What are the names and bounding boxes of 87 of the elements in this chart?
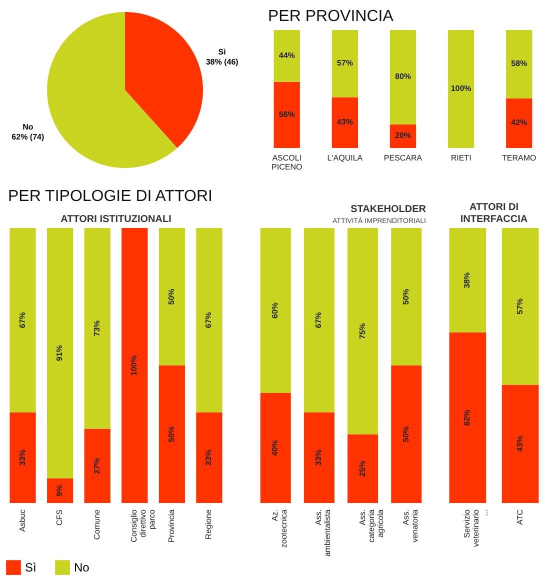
data-label: 9% <box>55 484 64 496</box>
x-tick-label: Servizio veterinario ... <box>462 508 490 547</box>
data-label: 67% <box>204 312 214 328</box>
data-label: 43% <box>515 436 524 452</box>
bar <box>84 428 110 503</box>
data-label: 40% <box>270 440 280 456</box>
data-label: 43% <box>336 118 353 127</box>
bar <box>274 30 300 82</box>
data-label: 56% <box>278 110 295 119</box>
x-tick-label: Ass. categoria agricola <box>358 508 385 542</box>
data-label: 100% <box>130 355 139 376</box>
bar <box>332 30 358 98</box>
bar <box>84 228 110 429</box>
x-tick-label: ASCOLI PICENO <box>272 154 302 172</box>
data-label: 33% <box>18 450 27 466</box>
x-tick-label: Comune <box>92 508 102 540</box>
bar <box>122 228 148 503</box>
x-tick-label: Provincia <box>166 508 176 542</box>
slice-label: No <box>22 122 34 132</box>
data-label: 67% <box>18 312 27 328</box>
chart-subtitle: ATTORI DI INTERFACCIA <box>460 202 528 225</box>
x-tick-label: TERAMO <box>502 154 536 162</box>
data-label: 91% <box>55 345 64 362</box>
x-tick-label: Consiglio direttivo parco <box>130 508 157 542</box>
bar <box>391 366 422 503</box>
x-tick-label: L'AQUILA <box>327 154 364 162</box>
data-label: 50% <box>401 288 410 305</box>
x-tick-label: RIETI <box>450 154 472 162</box>
bar <box>47 228 74 478</box>
data-label: 44% <box>278 50 295 60</box>
data-label: 33% <box>204 450 214 466</box>
data-label: 38% <box>462 272 472 288</box>
bar <box>448 30 474 148</box>
bar <box>158 366 185 503</box>
bar <box>332 97 358 148</box>
chart-title: PER PROVINCIA <box>268 8 394 25</box>
data-label: 27% <box>92 458 102 474</box>
data-label: 50% <box>166 426 176 442</box>
slice-label: Sì <box>218 48 226 57</box>
bar <box>10 228 36 412</box>
bar <box>158 228 185 366</box>
data-label: 60% <box>270 302 280 319</box>
data-label: 75% <box>358 323 367 340</box>
data-label: 50% <box>166 288 176 305</box>
bar <box>506 30 532 98</box>
x-tick-label: PESCARA <box>384 154 423 162</box>
data-label: 25% <box>358 460 367 477</box>
x-tick-label: Az. zootecnica <box>270 508 289 548</box>
bar <box>304 228 334 412</box>
data-label: 58% <box>511 59 528 68</box>
legend-label: No <box>74 560 90 575</box>
x-tick-label: CFS <box>55 510 64 526</box>
data-label: 100% <box>450 84 472 93</box>
data-label: 20% <box>394 131 412 140</box>
bar <box>304 412 334 503</box>
bar <box>348 434 378 503</box>
data-label: 67% <box>314 312 324 328</box>
bar <box>260 228 291 393</box>
bar <box>348 228 378 434</box>
data-label: 42% <box>511 118 528 128</box>
chart-subtitle: STAKEHOLDER <box>350 204 427 215</box>
pie-slice <box>125 12 203 148</box>
bar <box>390 30 416 124</box>
data-label: 57% <box>336 58 353 68</box>
data-label: 57% <box>515 298 524 314</box>
data-label: 50% <box>401 426 410 442</box>
data-label: 33% <box>314 450 324 466</box>
bar <box>47 478 74 503</box>
data-label: 62% (74) <box>12 132 44 142</box>
x-tick-label: Regione <box>204 508 214 540</box>
chart-subtitle: ATTORI ISTITUZIONALI <box>60 214 172 225</box>
bar <box>391 228 422 366</box>
data-label: 80% <box>394 72 412 82</box>
bar <box>10 412 36 503</box>
bar <box>506 98 532 148</box>
chart-title: PER TIPOLOGIE DI ATTORI <box>8 188 214 206</box>
legend-label: Sì <box>25 560 36 575</box>
x-tick-label: ATC <box>515 509 524 525</box>
data-label: 62% <box>462 410 472 426</box>
bar <box>274 82 300 148</box>
data-label: 38% (46) <box>206 58 239 67</box>
pie-slice <box>47 12 178 168</box>
data-label: 73% <box>92 320 102 336</box>
bar <box>196 412 222 503</box>
bar <box>196 228 222 412</box>
bar <box>260 393 291 503</box>
x-tick-label: Asbuc <box>18 510 27 532</box>
